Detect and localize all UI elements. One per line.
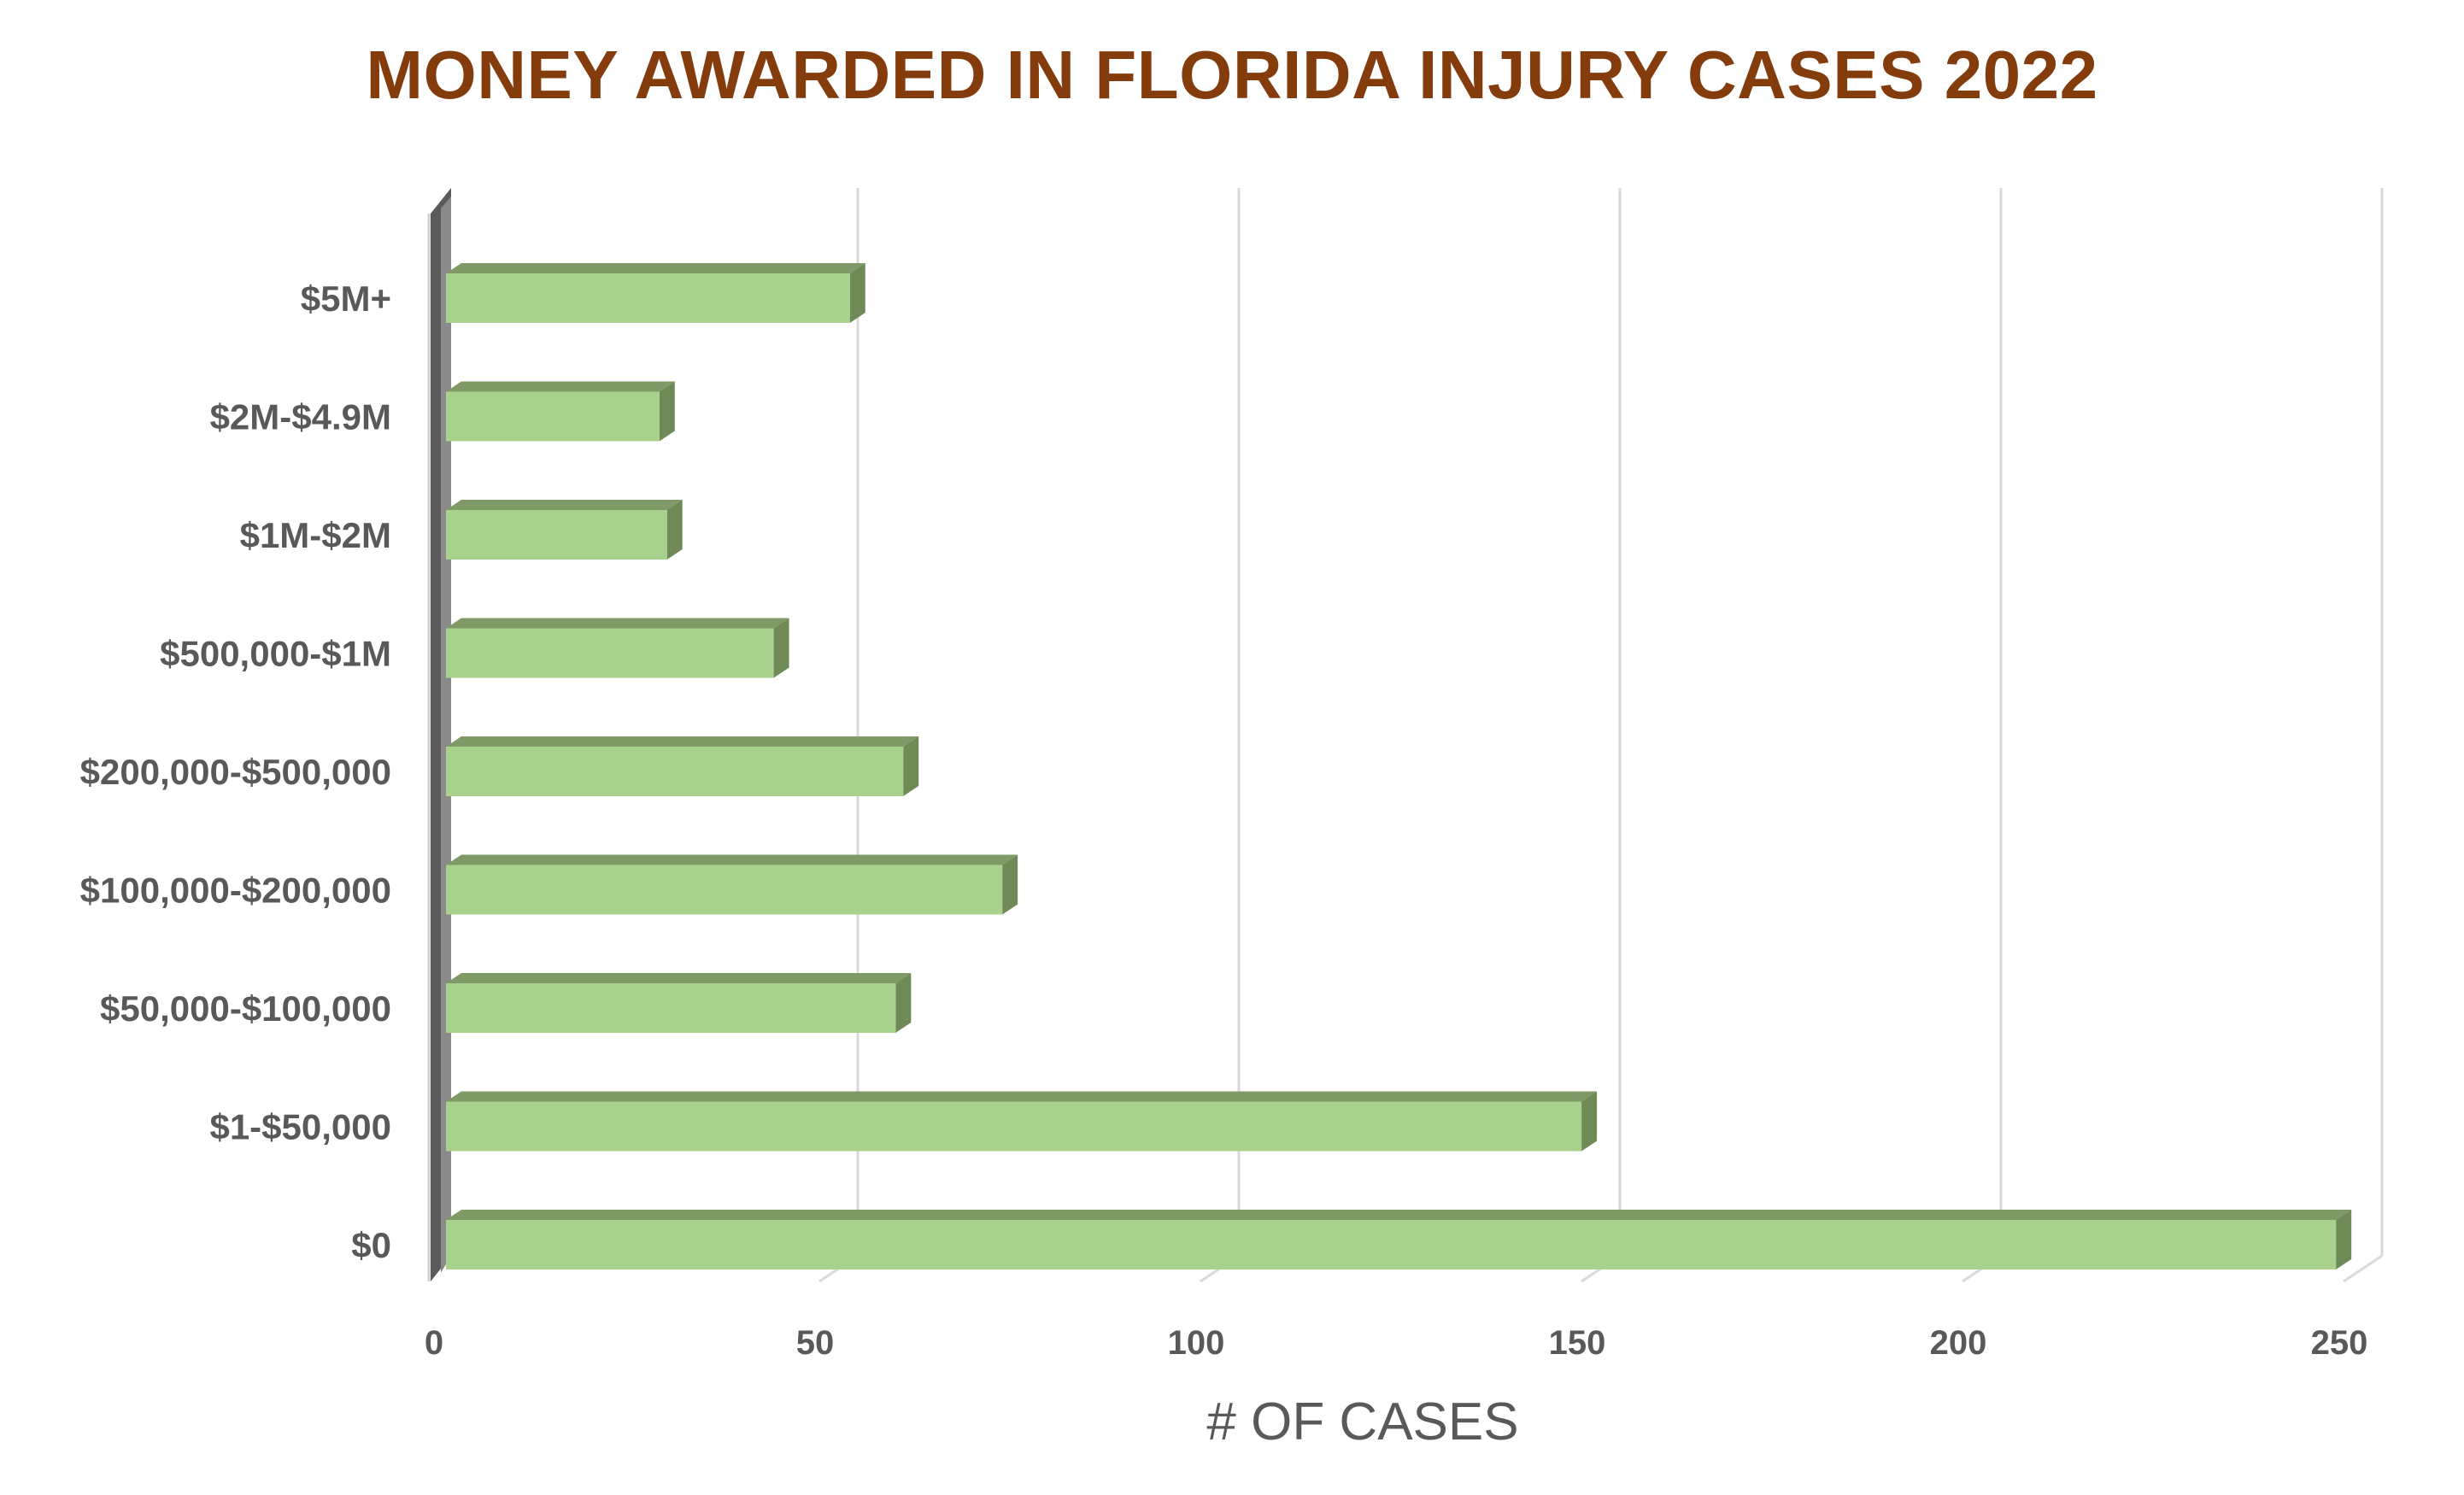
bar-top <box>446 381 675 392</box>
x-tick-label: 0 <box>425 1324 443 1362</box>
bar-side <box>903 736 919 796</box>
x-tick-labels: 0 50 100 150 200 250 <box>425 1324 2368 1362</box>
bar <box>446 1091 1598 1152</box>
x-tick-label: 250 <box>2311 1324 2368 1362</box>
x-tick-label: 150 <box>1549 1324 1606 1362</box>
bar-front <box>446 1101 1582 1152</box>
category-label: $0 <box>351 1225 391 1265</box>
category-label: $5M+ <box>301 278 391 319</box>
bar-top <box>446 500 683 510</box>
bar-top <box>446 973 912 983</box>
bar-front <box>446 628 774 678</box>
bar <box>446 381 675 442</box>
bar-side <box>666 500 683 560</box>
bar <box>446 1210 2352 1269</box>
category-label: $1-$50,000 <box>209 1107 391 1147</box>
bar <box>446 736 919 796</box>
bar-top <box>446 854 1018 865</box>
bar-top <box>446 1210 2352 1220</box>
bar-front <box>446 273 850 323</box>
bar-top <box>446 618 789 629</box>
category-label: $1M-$2M <box>240 515 391 555</box>
bar-side <box>1002 854 1018 915</box>
bar-side <box>895 973 912 1033</box>
bar <box>446 263 865 323</box>
bar-front <box>446 747 904 796</box>
bar <box>446 618 789 678</box>
bar <box>446 854 1018 915</box>
x-tick-label: 100 <box>1168 1324 1225 1362</box>
bar-side <box>773 618 789 678</box>
bar-top <box>446 263 865 273</box>
bars <box>446 263 2352 1269</box>
category-labels: $0 $1-$50,000 $50,000-$100,000 $100,000-$20… <box>80 278 391 1265</box>
bar <box>446 500 683 560</box>
bar-top <box>446 736 919 747</box>
gridline-floor <box>2343 1254 2383 1283</box>
category-label: $500,000-$1M <box>160 634 391 674</box>
category-label: $100,000-$200,000 <box>80 871 391 911</box>
bar-side <box>1581 1091 1598 1152</box>
gridlines <box>818 188 2384 1283</box>
bar-front <box>446 510 667 560</box>
bar-front <box>446 983 896 1033</box>
bar-front <box>446 1220 2337 1269</box>
x-tick-label: 200 <box>1930 1324 1987 1362</box>
category-label: $2M-$4.9M <box>210 397 391 437</box>
bar-side <box>849 263 865 323</box>
category-label: $200,000-$500,000 <box>80 752 391 792</box>
chart-title: MONEY AWARDED IN FLORIDA INJURY CASES 20… <box>366 37 2098 113</box>
x-tick-label: 50 <box>796 1324 835 1362</box>
bar-front <box>446 865 1003 915</box>
bar-front <box>446 391 660 442</box>
category-label: $50,000-$100,000 <box>100 988 391 1029</box>
bar <box>446 973 912 1033</box>
bar-side <box>2336 1210 2352 1269</box>
bar-top <box>446 1091 1598 1102</box>
x-axis-title: # OF CASES <box>1206 1392 1518 1451</box>
bar-side <box>659 381 675 442</box>
